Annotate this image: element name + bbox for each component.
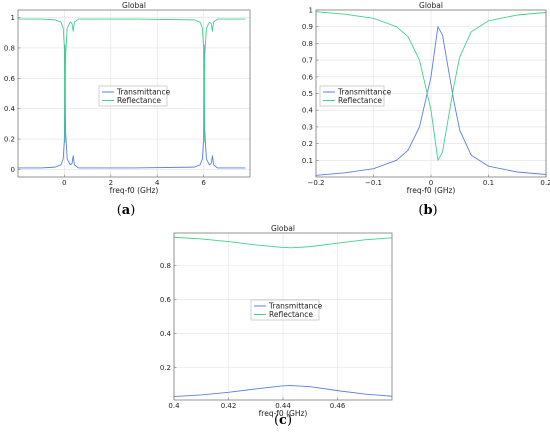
y-tick-label: 0.8 [160,262,171,270]
legend-box [250,299,320,321]
series-line-reflectance [315,11,547,161]
legend-label-transmittance: Transmittance [268,302,323,311]
y-tick-label: 0.1 [302,157,313,165]
y-tick-label: 0 [11,166,15,174]
y-tick-label: 1 [11,14,15,22]
x-tick-label: 0.44 [275,402,291,410]
plot-frame [17,9,251,178]
x-tick-label: 0.1 [483,179,494,187]
y-tick-label: 0.2 [160,364,171,372]
y-tick-label: 0.2 [4,136,15,144]
x-axis-label: freq-f0 (GHz) [259,409,308,418]
series-line-transmittance [173,385,393,398]
x-tick-label: 4 [155,179,160,187]
chart-title: Global [419,1,443,10]
legend-label-reflectance: Reflectance [269,310,313,319]
series-line-reflectance [18,18,246,143]
y-tick-label: 0.3 [302,123,313,131]
panel-caption: (a) [117,203,136,218]
x-tick-label: 2 [109,179,113,187]
y-tick-label: 0.4 [4,105,16,113]
y-tick-label: 0.8 [302,40,313,48]
y-tick-label: 0.6 [4,75,16,83]
x-tick-label: −0.1 [365,179,382,187]
series-line-transmittance [18,44,246,169]
legend-box [319,85,385,107]
legend-label-transmittance: Transmittance [116,88,171,97]
y-tick-label: 0.2 [302,140,313,148]
y-tick-label: 0.8 [4,44,15,52]
y-tick-label: 0.9 [302,23,313,31]
x-tick-label: 0.4 [168,402,180,410]
y-tick-label: 0.6 [302,73,314,81]
x-tick-label: 0 [429,179,433,187]
x-tick-label: 0 [62,179,66,187]
legend-label-reflectance: Reflectance [338,96,382,105]
panel-caption: (b) [418,203,437,218]
chart-panel-a: 0 2 4 6 0 0.2 0.4 0.6 0.8 1 Global freq-f0 (GHz) Tra… [4,1,251,218]
x-tick-label: 0.42 [221,402,237,410]
y-tick-label: 0.4 [160,330,172,338]
legend-label-transmittance: Transmittance [337,88,392,97]
x-axis-label: freq-f0 (GHz) [407,186,456,195]
chart-title: Global [271,224,295,233]
legend-box [98,85,168,107]
legend-label-reflectance: Reflectance [117,96,161,105]
series-line-transmittance [315,26,547,176]
x-tick-label: 0.46 [330,402,346,410]
x-tick-label: 6 [201,179,206,187]
series-line-reflectance [173,236,393,249]
y-tick-label: 1 [309,7,313,15]
x-tick-label: 0.2 [540,179,550,187]
y-tick-label: 0.7 [302,57,313,65]
chart-panel-b: −0.2 −0.1 0 0.1 0.2 0.1 0.2 0.3 0.4 0.5 0.6 0.7 0.8 0… [302,1,550,218]
x-tick-label: −0.2 [308,179,325,187]
y-tick-label: 0.5 [302,90,313,98]
panel-caption: (c) [274,413,292,428]
y-tick-label: 0.6 [160,296,172,304]
chart-title: Global [122,1,146,10]
y-tick-label: 0.4 [302,107,314,115]
chart-panel-c: 0.4 0.42 0.44 0.46 0.2 0.4 0.6 0.8 Global freq-f0… [160,224,393,428]
x-axis-label: freq-f0 (GHz) [110,186,159,195]
